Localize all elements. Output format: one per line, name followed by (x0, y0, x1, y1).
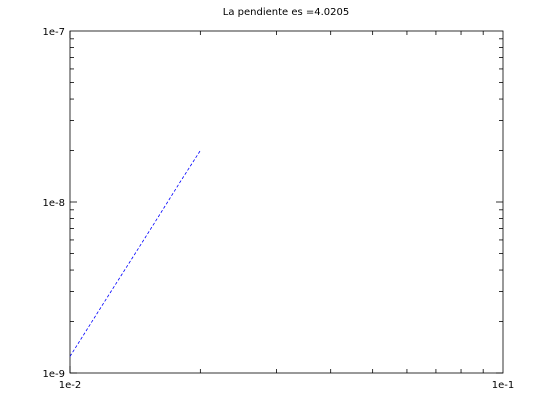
y-tick-label: 1e-8 (43, 198, 66, 209)
plot-frame (69, 30, 504, 374)
y-tick-label: 1e-7 (43, 27, 66, 38)
x-tick-label: 1e-1 (492, 380, 515, 391)
x-tick-labels: 1e-2 1e-1 (59, 380, 515, 391)
series-group (69, 150, 201, 357)
y-tick-labels: 1e-9 1e-8 1e-7 (43, 27, 66, 380)
x-tick-label: 1e-2 (59, 380, 82, 391)
minor-ticks (70, 31, 503, 373)
y-tick-label: 1e-9 (43, 369, 66, 380)
major-ticks (69, 31, 503, 374)
chart-title: La pendiente es =4.0205 (223, 7, 350, 18)
series-line (69, 150, 201, 357)
